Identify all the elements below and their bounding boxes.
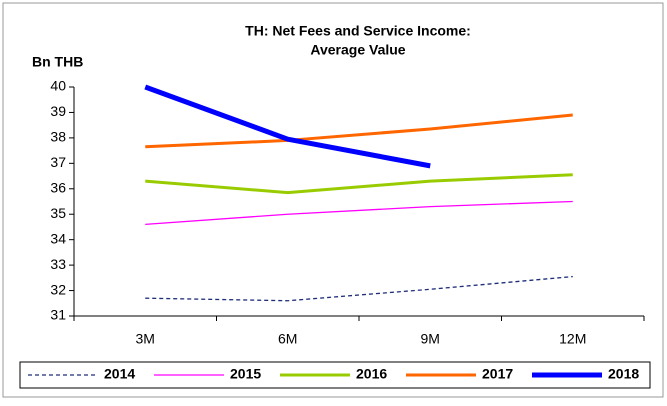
y-tick-label: 36	[50, 179, 66, 195]
line-series	[145, 200, 573, 226]
x-tick-label: 6M	[278, 331, 297, 347]
y-tick-label: 32	[50, 281, 66, 297]
y-tick-label: 39	[50, 103, 66, 119]
y-tick-label: 34	[50, 230, 66, 246]
line-series	[145, 113, 573, 149]
legend-box	[19, 361, 651, 389]
chart-title: TH: Net Fees and Service Income:	[245, 23, 471, 39]
x-tick-label: 3M	[136, 331, 155, 347]
x-tick-label: 12M	[559, 331, 586, 347]
line-series	[144, 84, 431, 169]
chart-title: Average Value	[310, 42, 405, 58]
x-tick-label: 9M	[421, 331, 440, 347]
y-tick-label: 38	[50, 129, 66, 145]
y-tick-label: 40	[50, 78, 66, 94]
legend-label: 2015	[230, 366, 261, 382]
legend-label: 2018	[608, 366, 639, 382]
chart-frame	[2, 2, 664, 398]
y-tick-label: 37	[50, 154, 66, 170]
legend-label: 2017	[482, 366, 513, 382]
line-series	[145, 275, 573, 302]
y-tick-label: 33	[50, 256, 66, 272]
legend-label: 2014	[104, 366, 135, 382]
line-series	[145, 173, 573, 195]
legend-label: 2016	[356, 366, 387, 382]
y-axis-label: Bn THB	[32, 54, 83, 70]
y-tick-label: 31	[50, 307, 66, 323]
y-tick-label: 35	[50, 205, 66, 221]
